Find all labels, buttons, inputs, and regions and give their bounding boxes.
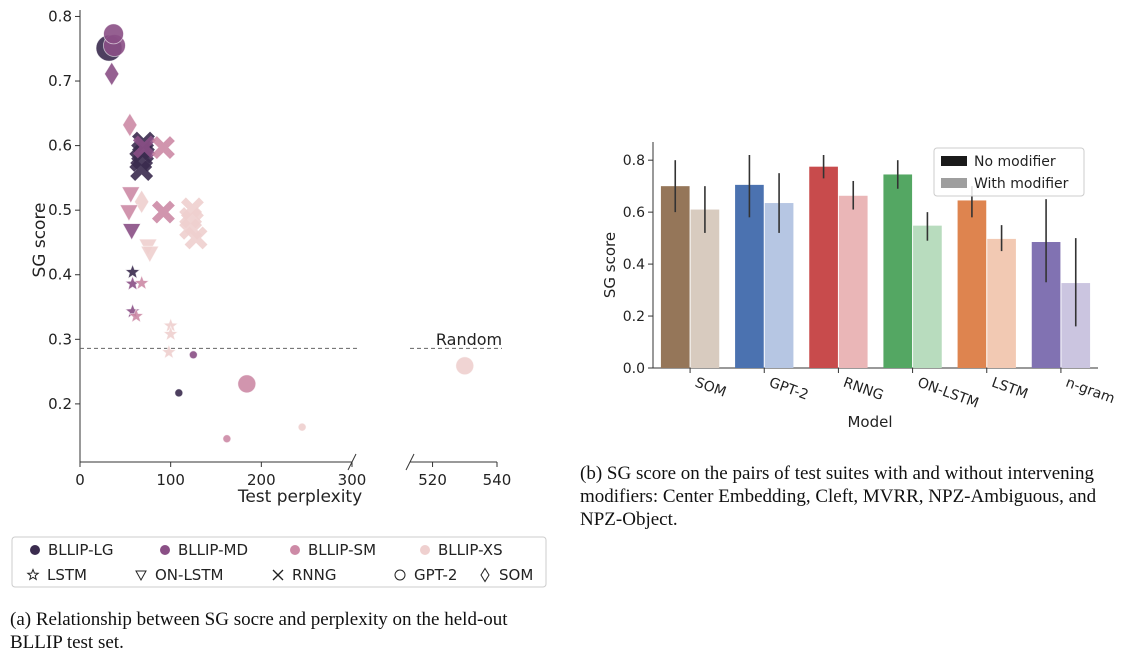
data-point <box>160 343 178 360</box>
data-point <box>140 245 160 264</box>
legend-swatch <box>941 178 967 188</box>
legend-label: BLLIP-SM <box>308 541 376 559</box>
y-tick-label: 0.4 <box>623 257 645 273</box>
legend-label: ON-LSTM <box>155 566 223 584</box>
data-point <box>133 274 151 291</box>
legend-box <box>933 147 1085 197</box>
bar-chart: 0.0 0.2 0.4 0.6 0.8 SOM GPT-2 RNNG ON-LSTM LSTM n-… <box>601 142 1117 431</box>
data-point <box>133 189 150 215</box>
data-point <box>162 325 180 342</box>
x-axis-label: Model <box>847 413 892 431</box>
legend-marker <box>135 570 147 582</box>
legend-label: BLLIP-MD <box>178 541 248 559</box>
legend-swatch <box>160 545 170 555</box>
data-point <box>151 200 175 224</box>
bar <box>838 195 868 368</box>
legend-label: No modifier <box>974 154 1056 170</box>
bar <box>809 166 838 368</box>
scatter-legend: BLLIP-LG BLLIP-MD BLLIP-SM BLLIP-XS LSTM ON-L… <box>11 536 547 588</box>
y-tick-label: 0.6 <box>623 205 645 221</box>
bar <box>987 238 1016 368</box>
data-point <box>103 23 124 45</box>
legend-marker <box>26 568 40 581</box>
x-tick-label: 0 <box>75 471 85 489</box>
y-tick-label: 0.5 <box>48 201 72 219</box>
data-point <box>297 422 307 432</box>
data-point <box>132 135 156 159</box>
y-axis-label: SG score <box>601 232 619 298</box>
legend-swatch <box>941 156 967 166</box>
y-axis-label: SG score <box>30 202 50 277</box>
bar <box>957 200 987 368</box>
caption-b: (b) SG score on the pairs of test suites… <box>580 463 1097 530</box>
legend-label: GPT-2 <box>414 566 457 584</box>
legend-marker <box>394 569 406 581</box>
x-tick-label: LSTM <box>989 375 1030 403</box>
y-tick-label: 0.2 <box>623 309 645 325</box>
caption-a: (a) Relationship between SG socre and pe… <box>10 609 508 653</box>
y-tick-label: 0.6 <box>48 137 72 155</box>
x-tick-label: GPT-2 <box>767 375 811 404</box>
y-tick-label: 0.2 <box>48 395 72 413</box>
data-point <box>222 434 232 444</box>
data-point <box>130 158 154 181</box>
scatter-plot-area: 0.2 0.3 0.4 0.5 0.6 0.7 0.8 0 100 200 300 520 540 <box>48 7 511 489</box>
y-tick-label: 0.8 <box>623 153 645 169</box>
data-point <box>127 307 145 324</box>
bar-legend: No modifier With modifier <box>933 147 1085 197</box>
legend-swatch <box>420 545 430 555</box>
bar <box>913 225 942 368</box>
legend-marker <box>480 567 490 583</box>
y-tick-label: 0.0 <box>623 361 645 377</box>
y-tick-label: 0.8 <box>48 7 72 25</box>
random-label: Random <box>436 330 502 349</box>
bar-plot-area: 0.0 0.2 0.4 0.6 0.8 SOM GPT-2 RNNG ON-LSTM LSTM n-… <box>623 142 1117 412</box>
x-tick-label: 520 <box>418 471 447 489</box>
scatter-chart: 0.2 0.3 0.4 0.5 0.6 0.7 0.8 0 100 200 300 520 540 Te… <box>11 7 547 588</box>
legend-swatch <box>30 545 40 555</box>
y-tick-label: 0.4 <box>48 266 72 284</box>
x-tick-label: SOM <box>693 375 729 401</box>
x-axis-label: Test perplexity <box>237 487 362 507</box>
axis-break-right <box>405 453 415 471</box>
data-point <box>121 186 141 204</box>
legend-marker <box>272 569 284 581</box>
legend-label: SOM <box>499 566 533 584</box>
bar <box>883 174 913 368</box>
legend-box <box>11 536 547 588</box>
data-point <box>119 204 139 222</box>
data-point <box>151 136 175 159</box>
data-point <box>174 388 184 398</box>
x-tick-label: ON-LSTM <box>915 375 980 412</box>
x-tick-label: 540 <box>483 471 512 489</box>
data-point <box>237 374 257 394</box>
legend-label: BLLIP-LG <box>48 541 114 559</box>
x-tick-label: 200 <box>247 471 276 489</box>
y-tick-label: 0.7 <box>48 72 72 90</box>
data-point <box>184 226 208 250</box>
data-point <box>455 356 475 376</box>
bar <box>690 209 720 368</box>
legend-label: LSTM <box>47 566 87 584</box>
x-tick-label: 300 <box>338 471 367 489</box>
x-tick-label: 100 <box>156 471 185 489</box>
data-point <box>188 350 198 360</box>
x-tick-label: n-gram <box>1064 375 1117 407</box>
bar <box>660 186 690 368</box>
legend-swatch <box>290 545 300 555</box>
y-tick-label: 0.3 <box>48 330 72 348</box>
x-tick-label: RNNG <box>841 375 885 404</box>
legend-label: RNNG <box>292 566 337 584</box>
legend-label: With modifier <box>974 176 1069 192</box>
data-point <box>104 61 120 87</box>
legend-label: BLLIP-XS <box>438 541 503 559</box>
data-point <box>122 112 138 138</box>
data-point <box>122 223 142 241</box>
